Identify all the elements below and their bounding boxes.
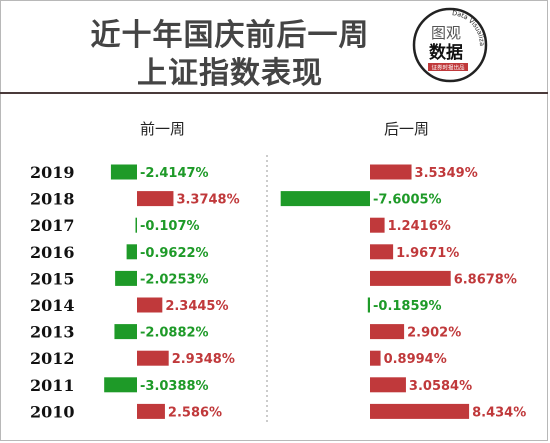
value-label-before: -0.9622% bbox=[140, 246, 209, 261]
value-label-before: 2.3445% bbox=[165, 299, 228, 314]
bar-after bbox=[370, 217, 385, 233]
bar-after bbox=[370, 324, 405, 340]
year-label: 2013 bbox=[30, 323, 75, 342]
year-label: 2016 bbox=[30, 243, 75, 262]
value-label-after: 1.2416% bbox=[388, 219, 451, 234]
year-label: 2012 bbox=[30, 349, 75, 368]
bar-after bbox=[370, 350, 381, 366]
value-label-before: -2.0253% bbox=[140, 272, 209, 287]
year-label: 2015 bbox=[30, 269, 75, 288]
logo-line2: 数据 bbox=[429, 42, 463, 63]
bar-before bbox=[104, 377, 137, 393]
header-separator bbox=[0, 92, 548, 94]
value-label-after: 2.902% bbox=[407, 326, 461, 341]
year-label: 2019 bbox=[30, 163, 75, 182]
bar-before bbox=[137, 297, 163, 313]
year-label: 2018 bbox=[30, 190, 75, 209]
column-header-after: 后一周 bbox=[384, 120, 430, 138]
value-label-before: -0.107% bbox=[140, 219, 200, 234]
chart-title-line2: 上证指数表现 bbox=[137, 56, 323, 91]
bar-after bbox=[370, 270, 451, 286]
value-label-before: -2.0882% bbox=[140, 326, 209, 341]
bar-after bbox=[370, 164, 412, 180]
bar-after bbox=[370, 377, 406, 393]
bar-before bbox=[126, 244, 137, 260]
year-label: 2011 bbox=[30, 376, 75, 395]
value-label-after: 6.8678% bbox=[454, 272, 517, 287]
value-label-after: -0.1859% bbox=[373, 299, 442, 314]
bar-after bbox=[280, 191, 370, 207]
bar-before bbox=[110, 164, 137, 180]
bar-before bbox=[137, 191, 174, 207]
bar-after bbox=[370, 244, 394, 260]
value-label-before: 2.9348% bbox=[172, 352, 235, 367]
value-label-before: 3.3748% bbox=[176, 193, 239, 208]
year-label: 2010 bbox=[30, 402, 75, 421]
value-label-after: 1.9671% bbox=[396, 246, 459, 261]
value-label-after: 8.434% bbox=[472, 405, 526, 420]
value-label-before: -2.4147% bbox=[140, 166, 209, 181]
value-label-after: 3.0584% bbox=[409, 379, 472, 394]
bar-before bbox=[137, 403, 165, 419]
year-label: 2014 bbox=[30, 296, 75, 315]
value-label-before: -3.0388% bbox=[140, 379, 209, 394]
logo-line1: 图观 bbox=[431, 24, 461, 42]
column-header-before: 前一周 bbox=[140, 120, 186, 138]
value-label-after: 0.8994% bbox=[384, 352, 447, 367]
bar-before bbox=[114, 324, 137, 340]
value-label-after: 3.5349% bbox=[415, 166, 478, 181]
bar-before bbox=[135, 217, 137, 233]
logo-badge-text: 证券时报出品 bbox=[431, 64, 465, 72]
logo: Data Visualization 图观 数据 证券时报出品 bbox=[410, 5, 488, 83]
bar-after bbox=[367, 297, 370, 313]
year-label: 2017 bbox=[30, 216, 75, 235]
value-label-before: 2.586% bbox=[168, 405, 222, 420]
bar-before bbox=[137, 350, 169, 366]
chart-title-line1: 近十年国庆前后一周 bbox=[90, 18, 370, 53]
logo-badge bbox=[428, 63, 468, 71]
value-label-after: -7.6005% bbox=[373, 193, 442, 208]
bar-after bbox=[370, 403, 470, 419]
bar-before bbox=[115, 270, 137, 286]
